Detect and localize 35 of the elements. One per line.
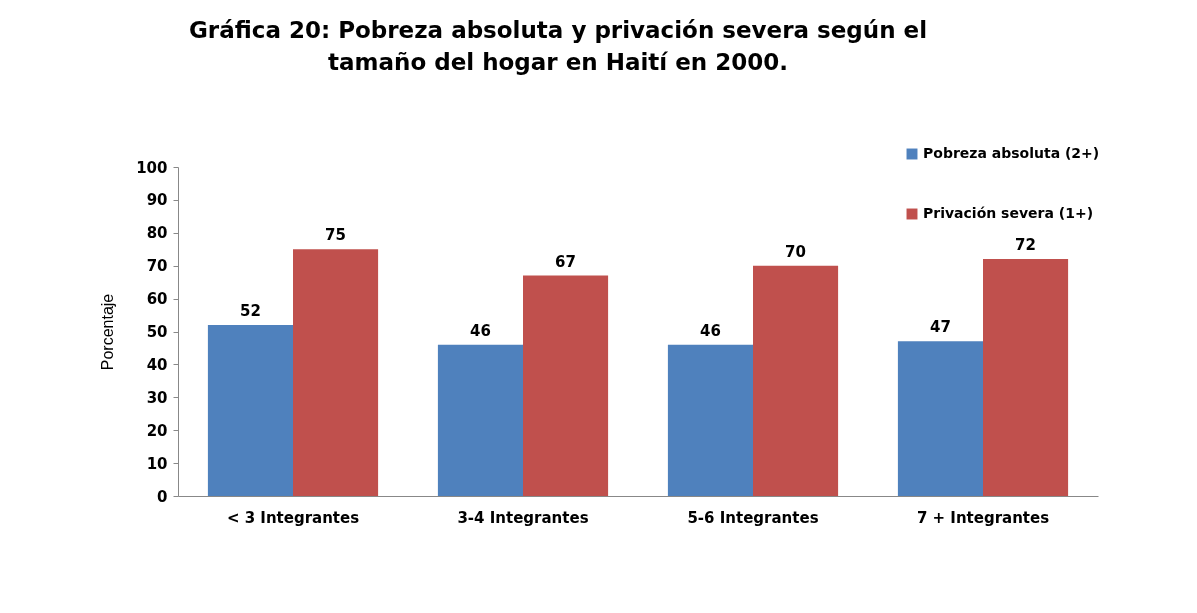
data-label: 46 xyxy=(470,321,491,340)
x-tick-label: 3-4 Integrantes xyxy=(457,508,589,527)
bar xyxy=(207,324,293,496)
y-tick-label: 100 xyxy=(136,158,168,177)
data-label: 47 xyxy=(930,318,951,337)
bar xyxy=(753,265,839,496)
data-label: 46 xyxy=(700,321,721,340)
y-tick-label: 90 xyxy=(146,191,168,210)
chart-title: Gráfica 20: Pobreza absoluta y privación severa según el tamaño del hogar en Haití en 2000. xyxy=(188,17,928,75)
x-tick-label: 7 + Integrantes xyxy=(916,508,1050,527)
legend-label: Privación severa (1+) xyxy=(923,205,1094,221)
y-tick-label: 50 xyxy=(146,323,168,341)
y-tick-label: 30 xyxy=(146,388,168,407)
data-label: 72 xyxy=(1015,236,1036,255)
y-tick-label: 20 xyxy=(146,421,168,440)
data-label: 52 xyxy=(240,301,261,320)
data-label: 67 xyxy=(555,252,576,271)
data-label: 70 xyxy=(785,242,806,261)
bar xyxy=(983,259,1069,496)
bar xyxy=(897,341,983,496)
data-label: 75 xyxy=(325,226,346,245)
x-tick-label: 5-6 Integrantes xyxy=(687,508,819,527)
y-tick-label: 10 xyxy=(146,454,168,473)
bar xyxy=(667,344,753,496)
legend-label: Pobreza absoluta (2+) xyxy=(923,145,1100,161)
y-tick-label: 60 xyxy=(146,290,168,309)
x-tick-label: < 3 Integrantes xyxy=(226,508,360,527)
y-tick-label: 70 xyxy=(146,257,168,276)
bar xyxy=(523,275,609,496)
bar xyxy=(437,344,523,496)
bar xyxy=(293,249,379,496)
y-tick-label: 0 xyxy=(157,487,168,506)
y-tick-label: 40 xyxy=(146,355,168,374)
y-axis-title: Porcentaje xyxy=(99,293,117,371)
y-tick-label: 80 xyxy=(146,224,168,243)
